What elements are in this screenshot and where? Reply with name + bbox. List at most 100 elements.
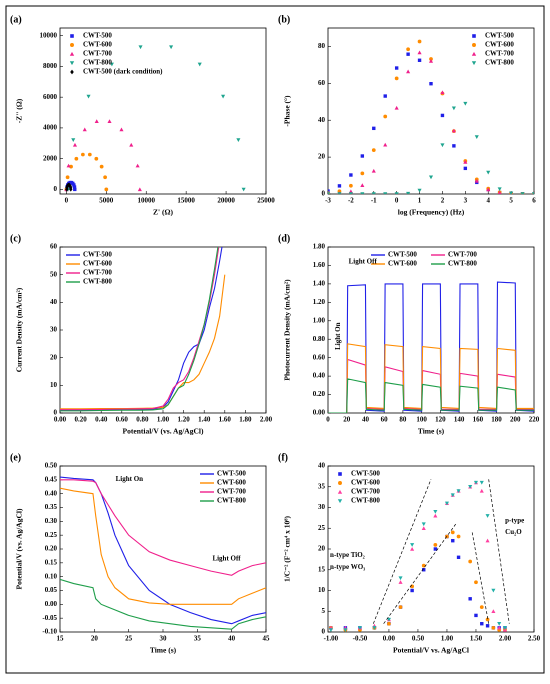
point: [337, 499, 343, 504]
y-tick-label: 1.40: [313, 279, 326, 287]
y-tick-label: 0.40: [313, 372, 326, 380]
guide-line: [383, 523, 457, 624]
point: [94, 156, 99, 161]
point: [135, 163, 140, 168]
marks: [60, 247, 226, 412]
point: [456, 555, 461, 559]
x-tick-label: 45: [263, 635, 271, 643]
x-tick-label: 40: [362, 416, 370, 424]
point: [86, 94, 91, 99]
legend-label: CWT-800: [351, 497, 380, 505]
point: [410, 543, 415, 547]
point: [474, 580, 478, 585]
point: [485, 514, 490, 518]
y-tick-label: -0.10: [42, 628, 57, 636]
point: [456, 489, 461, 493]
panel-label: (e): [10, 452, 21, 463]
x-tick-label: 120: [435, 416, 446, 424]
y-axis-title: Photocurrent Density (mA/cm²): [283, 279, 292, 381]
y-tick-label: 20: [318, 545, 326, 553]
x-tick-label: 0.60: [116, 416, 129, 424]
x-tick-label: -1.00: [324, 635, 339, 643]
y-tick-label: 10: [50, 381, 58, 389]
point: [371, 168, 376, 173]
point: [87, 152, 92, 157]
y-tick-label: 60: [50, 243, 58, 251]
point: [421, 526, 426, 530]
y-tick-label: 10000: [40, 31, 58, 39]
point: [337, 192, 342, 194]
y-tick-label: 0.60: [313, 353, 326, 361]
x-axis-title: Z' (Ω): [153, 208, 173, 217]
point: [451, 539, 455, 543]
legend-label: CWT-500: [351, 470, 380, 478]
x-tick-label: 2.00: [260, 416, 273, 424]
point: [119, 127, 124, 132]
point: [360, 171, 365, 176]
point: [221, 94, 226, 99]
point: [451, 106, 456, 111]
point: [109, 62, 114, 67]
point: [474, 613, 478, 618]
legend-label: CWT-700: [448, 251, 477, 259]
x-tick-label: 4: [486, 197, 490, 205]
point: [491, 588, 496, 593]
y-axis-title: -Phase (°): [283, 95, 292, 127]
y-tick-label: 0.00: [45, 600, 58, 608]
x-tick-label: 180: [491, 416, 502, 424]
x-tick-label: 0: [395, 197, 399, 205]
y-tick-label: 0.25: [45, 531, 58, 539]
legend-label: CWT-500 (dark condition): [83, 68, 163, 76]
point: [497, 625, 502, 630]
point: [452, 144, 456, 148]
x-tick-label: 35: [194, 635, 202, 643]
point: [406, 69, 411, 74]
point: [82, 127, 87, 132]
point: [360, 192, 365, 194]
point: [386, 617, 391, 622]
point: [486, 187, 491, 192]
y-axis-title: Current Density (mA/cm²): [15, 287, 24, 372]
point: [349, 183, 353, 188]
x-tick-label: 0: [65, 197, 69, 205]
point: [241, 187, 246, 192]
panel-label: (d): [278, 233, 290, 244]
annotation: Cu₂O: [505, 528, 522, 536]
x-tick-label: 0.50: [412, 635, 425, 643]
point: [479, 480, 484, 485]
point: [360, 154, 365, 158]
point: [468, 597, 472, 601]
point: [71, 138, 76, 143]
legend-label: CWT-700: [485, 50, 514, 58]
plot-frame: [327, 246, 535, 414]
x-tick-label: 25000: [257, 197, 275, 205]
point: [328, 192, 331, 194]
x-tick-label: 2.00: [499, 635, 512, 643]
legend-label: CWT-500: [83, 32, 112, 40]
x-tick-label: 1.60: [219, 416, 232, 424]
point: [485, 624, 490, 628]
point: [463, 166, 468, 171]
point: [387, 621, 391, 626]
y-axis-title: 1/C⁻² (F⁻² cm⁴ x 10⁸): [283, 515, 292, 582]
legend-label: CWT-600: [217, 479, 246, 487]
x-tick-label: 60: [381, 416, 389, 424]
point: [348, 189, 353, 194]
point: [417, 50, 422, 55]
x-tick-label: -1: [371, 197, 377, 205]
point: [406, 191, 411, 194]
point: [497, 622, 502, 626]
point: [372, 626, 377, 630]
x-tick-label: 5: [509, 197, 513, 205]
point: [328, 628, 333, 632]
point: [480, 622, 484, 626]
line: [60, 476, 266, 625]
point: [429, 82, 433, 86]
y-tick-label: 0.30: [45, 517, 58, 525]
x-tick-label: 20: [91, 635, 99, 643]
y-tick-label: 35: [318, 482, 326, 490]
legend-label: CWT-500: [485, 32, 514, 40]
point: [138, 45, 143, 50]
y-tick-label: 1.20: [313, 298, 326, 306]
legend-label: CWT-700: [351, 488, 380, 496]
